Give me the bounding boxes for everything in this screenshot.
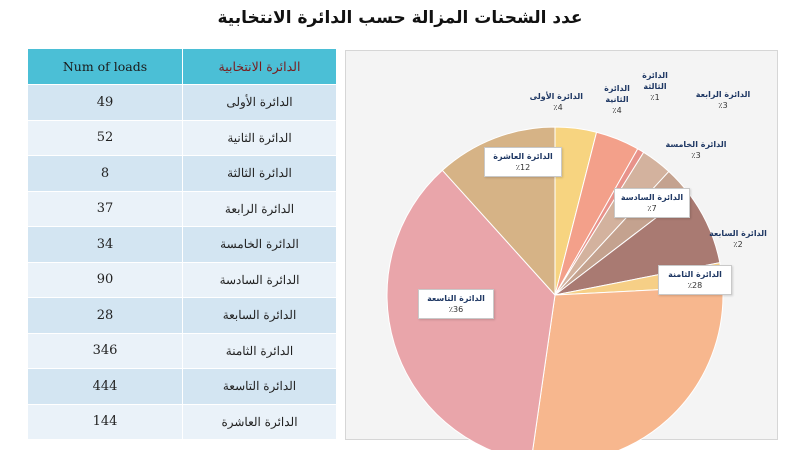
row-district: الدائرة الثالثة (182, 155, 337, 192)
slice-label-value: ٪3 (718, 101, 728, 110)
slice-label-name: الدائرة الرابعة (695, 90, 751, 99)
slice-label: الدائرة الثانية ٪4 (596, 83, 638, 116)
slice-label-name: الدائرة الثالثة (642, 71, 668, 91)
slice-label-name: الدائرة السادسة (620, 193, 684, 202)
row-district: الدائرة السادسة (182, 261, 337, 298)
slice-label-value: ٪12 (515, 163, 531, 172)
row-value: 52 (27, 119, 183, 156)
row-value: 444 (27, 368, 183, 405)
table-row: 346 الدائرة الثامنة (27, 332, 337, 369)
row-district: الدائرة الخامسة (182, 226, 337, 263)
row-value: 37 (27, 190, 183, 227)
slice-label: الدائرة السادسة ٪7 (614, 188, 690, 218)
slice-label: الدائرة الخامسة ٪3 (660, 139, 732, 161)
table-row: 8 الدائرة الثالثة (27, 155, 337, 192)
row-district: الدائرة التاسعة (182, 368, 337, 405)
row-district: الدائرة الثانية (182, 119, 337, 156)
slice-label-value: ٪1 (650, 93, 660, 102)
table-row: 144 الدائرة العاشرة (27, 403, 337, 440)
loads-table: Num of loads الدائرة الانتخابية 49 الدائ… (27, 48, 337, 440)
slice-label-name: الدائرة الثامنة (668, 270, 722, 279)
slice-label-value: ٪36 (448, 305, 464, 314)
table-row: 49 الدائرة الأولى (27, 84, 337, 121)
table-row: 37 الدائرة الرابعة (27, 190, 337, 227)
slice-label: الدائرة التاسعة ٪36 (418, 289, 494, 319)
row-district: الدائرة الأولى (182, 84, 337, 121)
row-district: الدائرة الثامنة (182, 332, 337, 369)
row-district: الدائرة الرابعة (182, 190, 337, 227)
slice-label-value: ٪3 (691, 151, 701, 160)
table-row: 28 الدائرة السابعة (27, 297, 337, 334)
row-value: 144 (27, 403, 183, 440)
header-district: الدائرة الانتخابية (182, 48, 337, 85)
slice-label-name: الدائرة العاشرة (493, 152, 553, 161)
row-value: 8 (27, 155, 183, 192)
slice-label-name: الدائرة الثانية (604, 84, 630, 104)
table-row: 444 الدائرة التاسعة (27, 368, 337, 405)
slice-label: الدائرة السابعة ٪2 (706, 228, 770, 250)
slice-label-value: ٪2 (733, 240, 743, 249)
table-header-row: Num of loads الدائرة الانتخابية (27, 48, 337, 85)
table-row: 90 الدائرة السادسة (27, 261, 337, 298)
slice-label-name: الدائرة السابعة (709, 229, 767, 238)
row-district: الدائرة العاشرة (182, 403, 337, 440)
slice-label: الدائرة الثامنة ٪28 (658, 265, 732, 295)
slice-label-value: ٪4 (553, 103, 563, 112)
slice-label-name: الدائرة الخامسة (665, 140, 727, 149)
slice-label-value: ٪7 (647, 204, 657, 213)
chart-title: عدد الشحنات المزالة حسب الدائرة الانتخاب… (217, 8, 583, 28)
slice-label: الدائرة الرابعة ٪3 (688, 89, 758, 111)
slice-label-name: الدائرة الأولى (529, 92, 583, 101)
row-district: الدائرة السابعة (182, 297, 337, 334)
slice-label: الدائرة الأولى ٪4 (529, 91, 583, 113)
pie-slice (532, 285, 724, 450)
row-value: 28 (27, 297, 183, 334)
header-num-loads: Num of loads (27, 48, 183, 85)
slice-label: الدائرة الثالثة ٪1 (634, 70, 676, 103)
slice-label-name: الدائرة التاسعة (427, 294, 485, 303)
table-row: 34 الدائرة الخامسة (27, 226, 337, 263)
slice-label: الدائرة العاشرة ٪12 (484, 147, 562, 177)
table-row: 52 الدائرة الثانية (27, 119, 337, 156)
row-value: 90 (27, 261, 183, 298)
slice-label-value: ٪4 (612, 106, 622, 115)
row-value: 49 (27, 84, 183, 121)
slice-label-value: ٪28 (687, 281, 703, 290)
row-value: 346 (27, 332, 183, 369)
row-value: 34 (27, 226, 183, 263)
